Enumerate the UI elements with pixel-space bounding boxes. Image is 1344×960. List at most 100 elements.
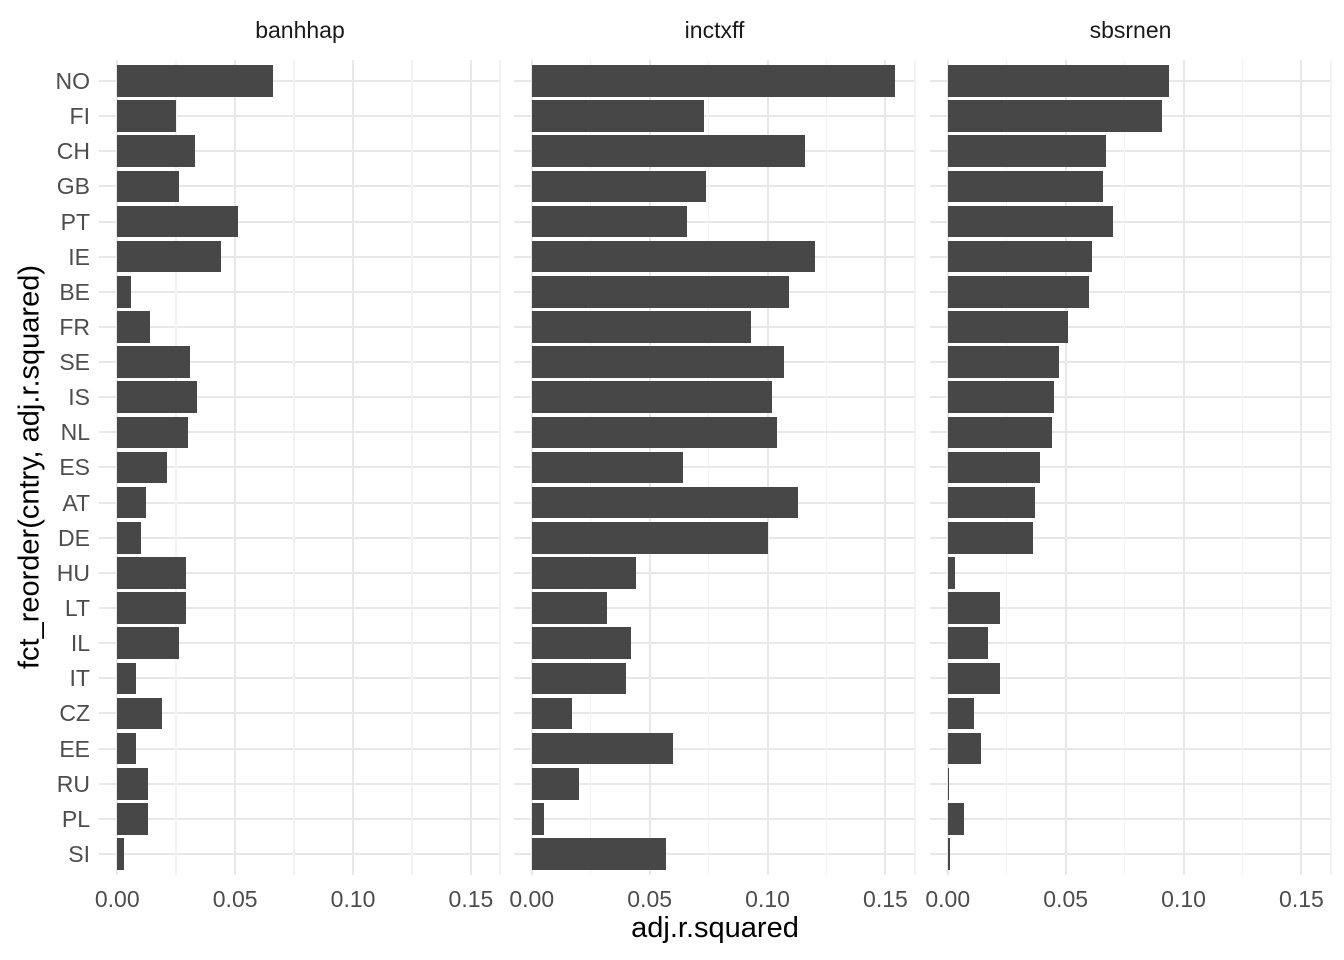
- row-gridline: [99, 852, 501, 855]
- row-gridline: [513, 782, 916, 785]
- bar-inctxff-PT: [531, 205, 688, 238]
- x-tick-label: 0.15: [1279, 886, 1324, 912]
- y-axis-label: IE: [68, 243, 90, 270]
- y-axis-label: IS: [68, 384, 90, 411]
- bar-sbsrnen-RU: [947, 767, 949, 800]
- bar-banhhap-ES: [117, 451, 167, 484]
- row-gridline: [99, 782, 501, 785]
- grid-minor-line: [1241, 60, 1244, 875]
- grid-major-line: [1182, 60, 1185, 875]
- bar-banhhap-AT: [117, 486, 146, 519]
- row-gridline: [929, 607, 1332, 610]
- row-gridline: [99, 607, 501, 610]
- row-gridline: [929, 361, 1332, 364]
- x-tick-label: 0.10: [745, 886, 790, 912]
- facet-strip-inctxff: inctxff: [684, 17, 745, 43]
- y-axis-label: LT: [64, 595, 90, 622]
- row-gridline: [929, 466, 1332, 469]
- row-gridline: [99, 817, 501, 820]
- row-gridline: [99, 431, 501, 434]
- row-gridline: [513, 817, 916, 820]
- x-tick-label: 0.00: [925, 886, 971, 912]
- bar-sbsrnen-EE: [947, 732, 981, 765]
- grid-major-line: [766, 60, 769, 875]
- grid-major-line: [884, 60, 887, 875]
- facet-strip-sbsrnen: sbsrnen: [1089, 17, 1172, 43]
- row-gridline: [99, 185, 501, 188]
- row-gridline: [99, 571, 501, 574]
- y-axis-label: FR: [59, 313, 90, 340]
- row-gridline: [99, 712, 501, 715]
- row-gridline: [99, 396, 501, 399]
- bar-banhhap-BE: [117, 276, 132, 308]
- row-gridline: [513, 607, 916, 610]
- y-axis-label: PT: [60, 208, 90, 235]
- y-axis-label: IL: [70, 630, 90, 657]
- row-gridline: [513, 852, 916, 855]
- bar-banhhap-HU: [117, 557, 186, 589]
- row-gridline: [929, 185, 1332, 188]
- row-gridline: [929, 747, 1332, 750]
- y-axis-label: RU: [56, 770, 90, 797]
- grid-minor-line: [175, 60, 177, 875]
- bar-sbsrnen-IT: [947, 662, 1000, 695]
- bar-sbsrnen-NO: [947, 65, 1170, 97]
- grid-minor-line: [825, 60, 828, 875]
- bar-inctxff-NL: [531, 416, 777, 449]
- bar-sbsrnen-CH: [947, 135, 1106, 168]
- row-gridline: [99, 325, 501, 328]
- y-axis-label: AT: [62, 489, 90, 516]
- row-gridline: [513, 115, 916, 118]
- y-axis-label: CH: [56, 138, 90, 165]
- panel-banhhap: [99, 60, 501, 875]
- y-axis-label: NL: [60, 419, 90, 446]
- bar-inctxff-HU: [531, 557, 636, 589]
- y-axis-label: CZ: [59, 700, 90, 727]
- panel-edge-line: [499, 60, 501, 875]
- bar-inctxff-EE: [531, 732, 674, 765]
- bar-inctxff-FR: [531, 311, 752, 343]
- row-gridline: [929, 817, 1332, 820]
- grid-minor-line: [293, 60, 295, 875]
- bar-sbsrnen-LT: [947, 592, 1000, 624]
- bar-inctxff-RU: [531, 767, 579, 800]
- bar-sbsrnen-AT: [947, 486, 1035, 519]
- bar-sbsrnen-SE: [947, 346, 1059, 378]
- row-gridline: [929, 536, 1332, 539]
- row-gridline: [99, 677, 501, 680]
- bar-inctxff-LT: [531, 592, 608, 624]
- bar-sbsrnen-FR: [947, 311, 1068, 343]
- row-gridline: [513, 747, 916, 750]
- bar-banhhap-RU: [117, 767, 148, 800]
- bar-sbsrnen-SI: [947, 838, 951, 870]
- bar-inctxff-AT: [531, 486, 799, 519]
- facet-strip-banhhap: banhhap: [255, 17, 345, 43]
- bar-inctxff-CZ: [531, 697, 572, 730]
- y-axis-label: IT: [69, 665, 90, 692]
- bar-banhhap-GB: [117, 170, 179, 203]
- x-tick-label: 0.15: [448, 886, 494, 912]
- row-gridline: [99, 150, 501, 153]
- bar-sbsrnen-PT: [947, 205, 1113, 238]
- grid-major-line: [469, 60, 472, 875]
- bar-inctxff-GB: [531, 170, 707, 203]
- row-gridline: [929, 782, 1332, 785]
- panel-edge-line: [913, 60, 916, 875]
- bar-sbsrnen-IE: [947, 240, 1092, 273]
- row-gridline: [929, 396, 1332, 399]
- bar-sbsrnen-PL: [947, 803, 965, 835]
- bar-inctxff-ES: [531, 451, 683, 484]
- row-gridline: [929, 642, 1332, 645]
- bar-inctxff-CH: [531, 135, 806, 168]
- bar-inctxff-BE: [531, 276, 789, 308]
- row-gridline: [513, 220, 916, 223]
- y-axis-label: SI: [68, 840, 90, 867]
- bar-inctxff-IS: [531, 381, 773, 414]
- row-gridline: [99, 80, 501, 82]
- y-axis-label: HU: [56, 559, 90, 586]
- panel-sbsrnen: [929, 60, 1332, 875]
- bar-banhhap-IL: [117, 627, 179, 659]
- bar-sbsrnen-IL: [947, 627, 988, 659]
- y-axis-label: DE: [58, 524, 90, 551]
- row-gridline: [513, 185, 916, 188]
